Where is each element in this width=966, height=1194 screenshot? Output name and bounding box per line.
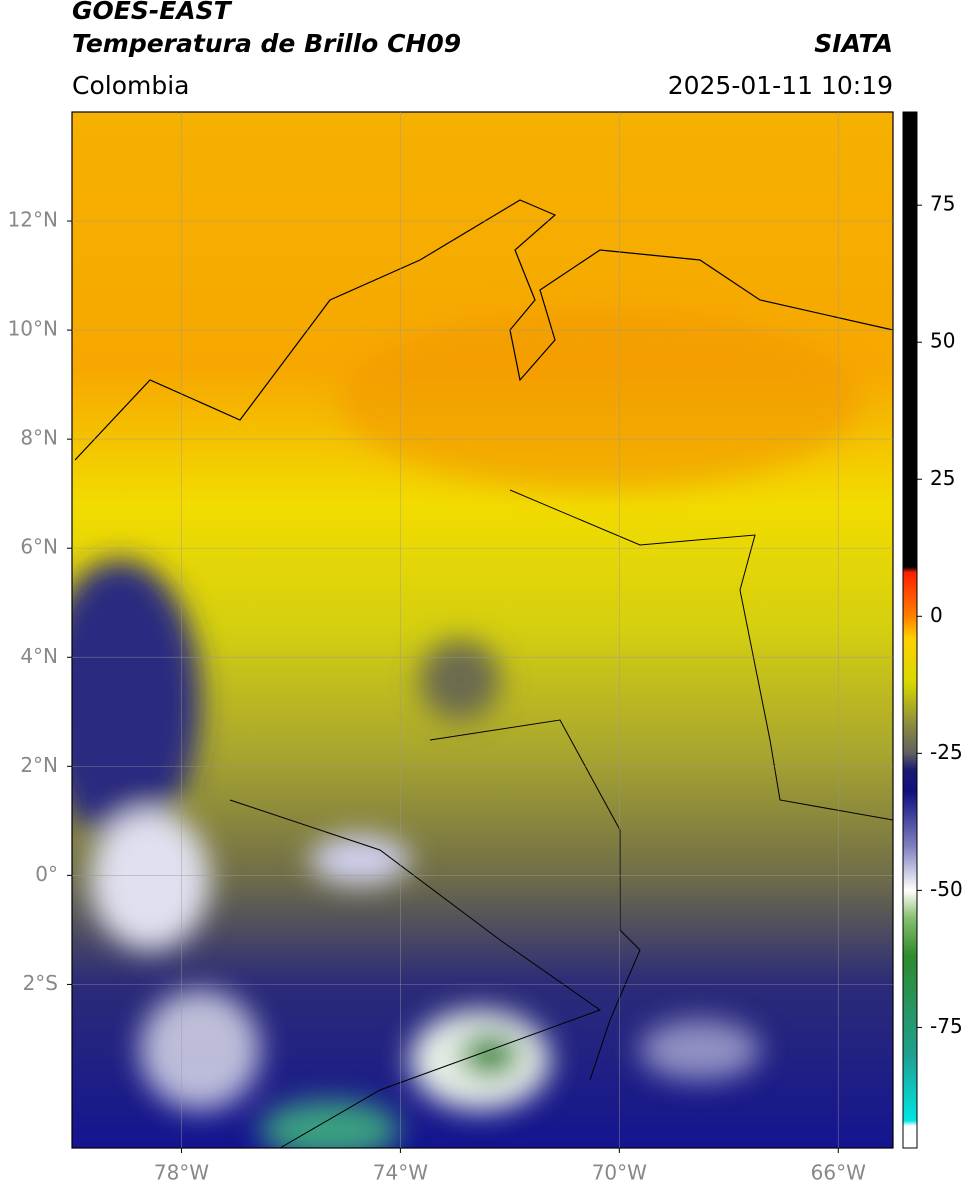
subtitle: Temperatura de Brillo CH09 bbox=[72, 29, 461, 58]
colorbar-tick-label: 0 bbox=[930, 603, 943, 627]
source: SIATA bbox=[814, 29, 893, 58]
satellite-image bbox=[72, 112, 893, 1148]
y-tick-label: 6°N bbox=[20, 535, 58, 559]
colorbar-tick-label: -25 bbox=[930, 740, 963, 764]
y-tick-label: 8°N bbox=[20, 426, 58, 450]
y-tick-label: 10°N bbox=[8, 317, 58, 341]
x-tick-label: 70°W bbox=[592, 1161, 647, 1185]
colorbar-tick-label: 25 bbox=[930, 466, 955, 490]
y-tick-label: 0° bbox=[35, 862, 58, 886]
x-tick-label: 78°W bbox=[154, 1161, 209, 1185]
y-tick-label: 4°N bbox=[20, 644, 58, 668]
datetime: 2025-01-11 10:19 bbox=[668, 71, 893, 100]
y-tick-label: 12°N bbox=[8, 208, 58, 232]
colorbar-tick-label: -50 bbox=[930, 877, 963, 901]
map-frame bbox=[71, 111, 894, 1149]
x-tick-label: 74°W bbox=[373, 1161, 428, 1185]
region: Colombia bbox=[72, 71, 189, 100]
colorbar-tick-label: 75 bbox=[930, 192, 955, 216]
y-tick-label: 2°S bbox=[23, 971, 58, 995]
x-tick-label: 66°W bbox=[811, 1161, 866, 1185]
title: GOES-EAST bbox=[72, 0, 233, 25]
colorbar-tick-label: -75 bbox=[930, 1014, 963, 1038]
y-tick-label: 2°N bbox=[20, 753, 58, 777]
colorbar-tick-label: 50 bbox=[930, 329, 955, 353]
colorbar bbox=[902, 111, 918, 1149]
